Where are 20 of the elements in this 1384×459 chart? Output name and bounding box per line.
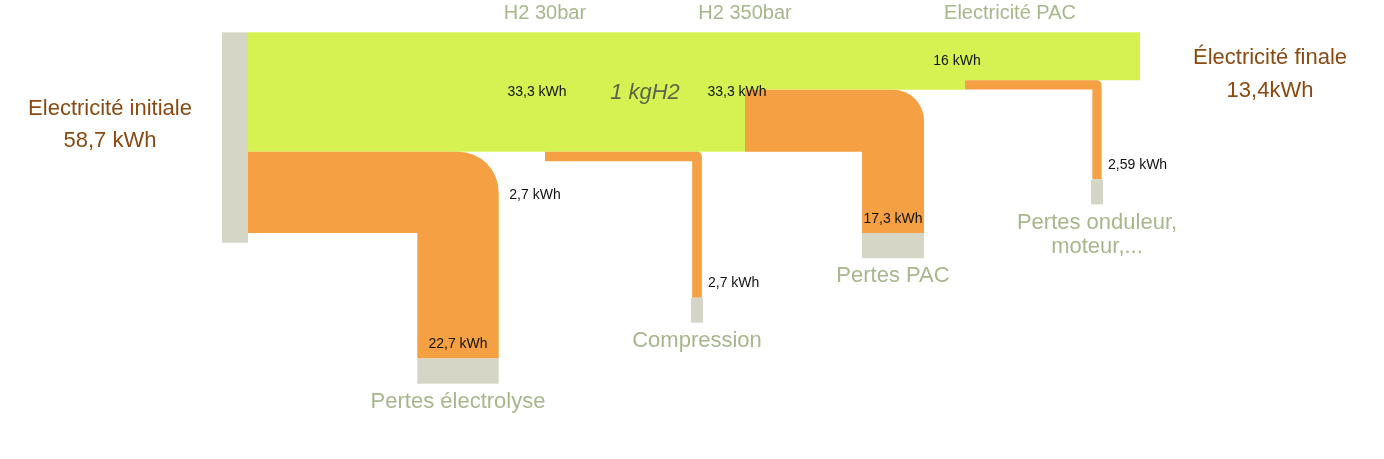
category-label: Electricité initiale xyxy=(28,94,192,120)
category-label: Compression xyxy=(632,326,762,352)
category-label: Pertes onduleur, moteur,... xyxy=(1016,208,1178,258)
text: 1 kgH2 xyxy=(610,78,680,104)
text: 2,7 kWh xyxy=(509,185,561,202)
category-label: Électricité finale xyxy=(1192,44,1348,70)
data-label: 58,7 kWh xyxy=(63,126,157,152)
data-label: 33,3 kWh xyxy=(707,82,767,99)
data-label: 2,7 kWh xyxy=(708,274,760,291)
category-label: Electricité PAC xyxy=(944,0,1076,23)
data-label: 2,59 kWh xyxy=(1108,155,1168,172)
category-label: Pertes PAC xyxy=(836,262,950,288)
category-label: H2 350bar xyxy=(698,0,793,23)
category-label: H2 30bar xyxy=(503,0,587,23)
data-label: 22,7 kWh xyxy=(428,335,488,352)
data-label: 13,4kWh xyxy=(1226,76,1314,102)
data-label: 16 kWh xyxy=(933,51,981,68)
category-label: Pertes électrolyse xyxy=(370,387,546,413)
data-label: 33,3 kWh xyxy=(507,82,567,99)
data-label: 17,3 kWh xyxy=(863,209,923,226)
